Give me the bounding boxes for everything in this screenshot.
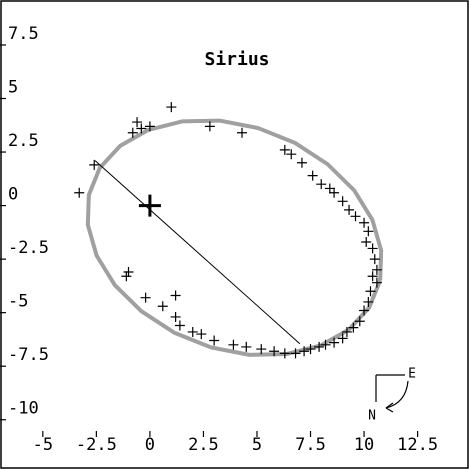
compass-arrow: [385, 380, 409, 409]
observation-marker: [166, 102, 177, 113]
observation-marker: [324, 183, 335, 194]
observation-marker: [286, 149, 297, 160]
observation-marker: [361, 236, 372, 247]
observation-marker: [299, 346, 310, 357]
line-of-apsides: [94, 160, 301, 345]
observation-marker: [241, 341, 252, 352]
observation-marker: [256, 344, 267, 355]
observation-marker: [359, 305, 370, 316]
observation-marker: [170, 290, 181, 301]
observation-marker: [329, 187, 340, 198]
observation-marker: [123, 266, 134, 277]
observation-marker: [348, 322, 359, 333]
x-tick-label: 12.5: [397, 435, 438, 455]
observation-marker: [329, 337, 340, 348]
y-tick-label: 5: [8, 78, 18, 98]
observation-marker: [174, 320, 185, 331]
x-tick-label: -2.5: [76, 435, 117, 455]
observation-marker: [350, 211, 361, 222]
observation-marker: [359, 217, 370, 228]
observation-marker: [290, 348, 301, 359]
x-tick-label: 5: [252, 435, 262, 455]
x-tick-label: -5: [33, 435, 53, 455]
observation-marker: [209, 335, 220, 346]
observation-marker: [365, 286, 376, 297]
observation-marker: [354, 316, 365, 327]
x-tick-label: 2.5: [188, 435, 219, 455]
y-tick-label: -2.5: [8, 238, 49, 258]
y-tick-label: 0: [8, 185, 18, 205]
observation-marker: [228, 339, 239, 350]
observation-marker: [305, 344, 316, 355]
observation-marker: [187, 326, 198, 337]
observation-marker: [236, 127, 247, 138]
observation-marker: [367, 243, 378, 254]
observation-marker: [269, 346, 280, 357]
observation-marker: [132, 117, 143, 128]
y-tick-label: 7.5: [8, 24, 39, 44]
observation-marker: [279, 144, 290, 155]
observation-marker: [337, 333, 348, 344]
observation-marker: [74, 187, 85, 198]
observation-marker: [140, 292, 151, 303]
observation-marker: [307, 170, 318, 181]
observation-marker: [204, 121, 215, 132]
compass: E N: [368, 367, 416, 424]
observation-marker: [314, 341, 325, 352]
observation-marker: [320, 339, 331, 350]
x-tick-label: 7.5: [295, 435, 326, 455]
observation-marker: [371, 277, 382, 288]
observation-marker: [170, 311, 181, 322]
observation-marker: [341, 326, 352, 337]
observation-marker: [296, 157, 307, 168]
chart-title: Sirius: [204, 49, 269, 70]
compass-arrowhead: [385, 402, 394, 413]
compass-north-label: N: [368, 409, 376, 424]
observation-marker: [144, 121, 155, 132]
y-tick-label: -5: [8, 292, 28, 312]
observation-marker: [279, 348, 290, 359]
observation-marker: [344, 204, 355, 215]
observation-marker: [196, 329, 207, 340]
observation-marker: [157, 301, 168, 312]
observation-marker: [127, 127, 138, 138]
x-tick-label: 10: [354, 435, 374, 455]
observation-marker: [363, 226, 374, 237]
primary-star: [138, 194, 161, 217]
observation-marker: [121, 271, 132, 282]
observation-marker: [367, 271, 378, 282]
observation-marker: [363, 296, 374, 307]
observation-marker: [371, 264, 382, 275]
y-tick-label: -7.5: [8, 345, 49, 365]
observation-marker: [89, 159, 100, 170]
compass-east-label: E: [408, 367, 416, 382]
observation-marker: [316, 179, 327, 190]
y-tick-label: 2.5: [8, 131, 39, 151]
observation-marker: [136, 123, 147, 134]
observation-marker: [337, 196, 348, 207]
y-tick-label: -10: [8, 399, 39, 419]
orbit-curve: [85, 118, 384, 357]
observation-marker: [369, 254, 380, 265]
x-tick-label: 0: [145, 435, 155, 455]
